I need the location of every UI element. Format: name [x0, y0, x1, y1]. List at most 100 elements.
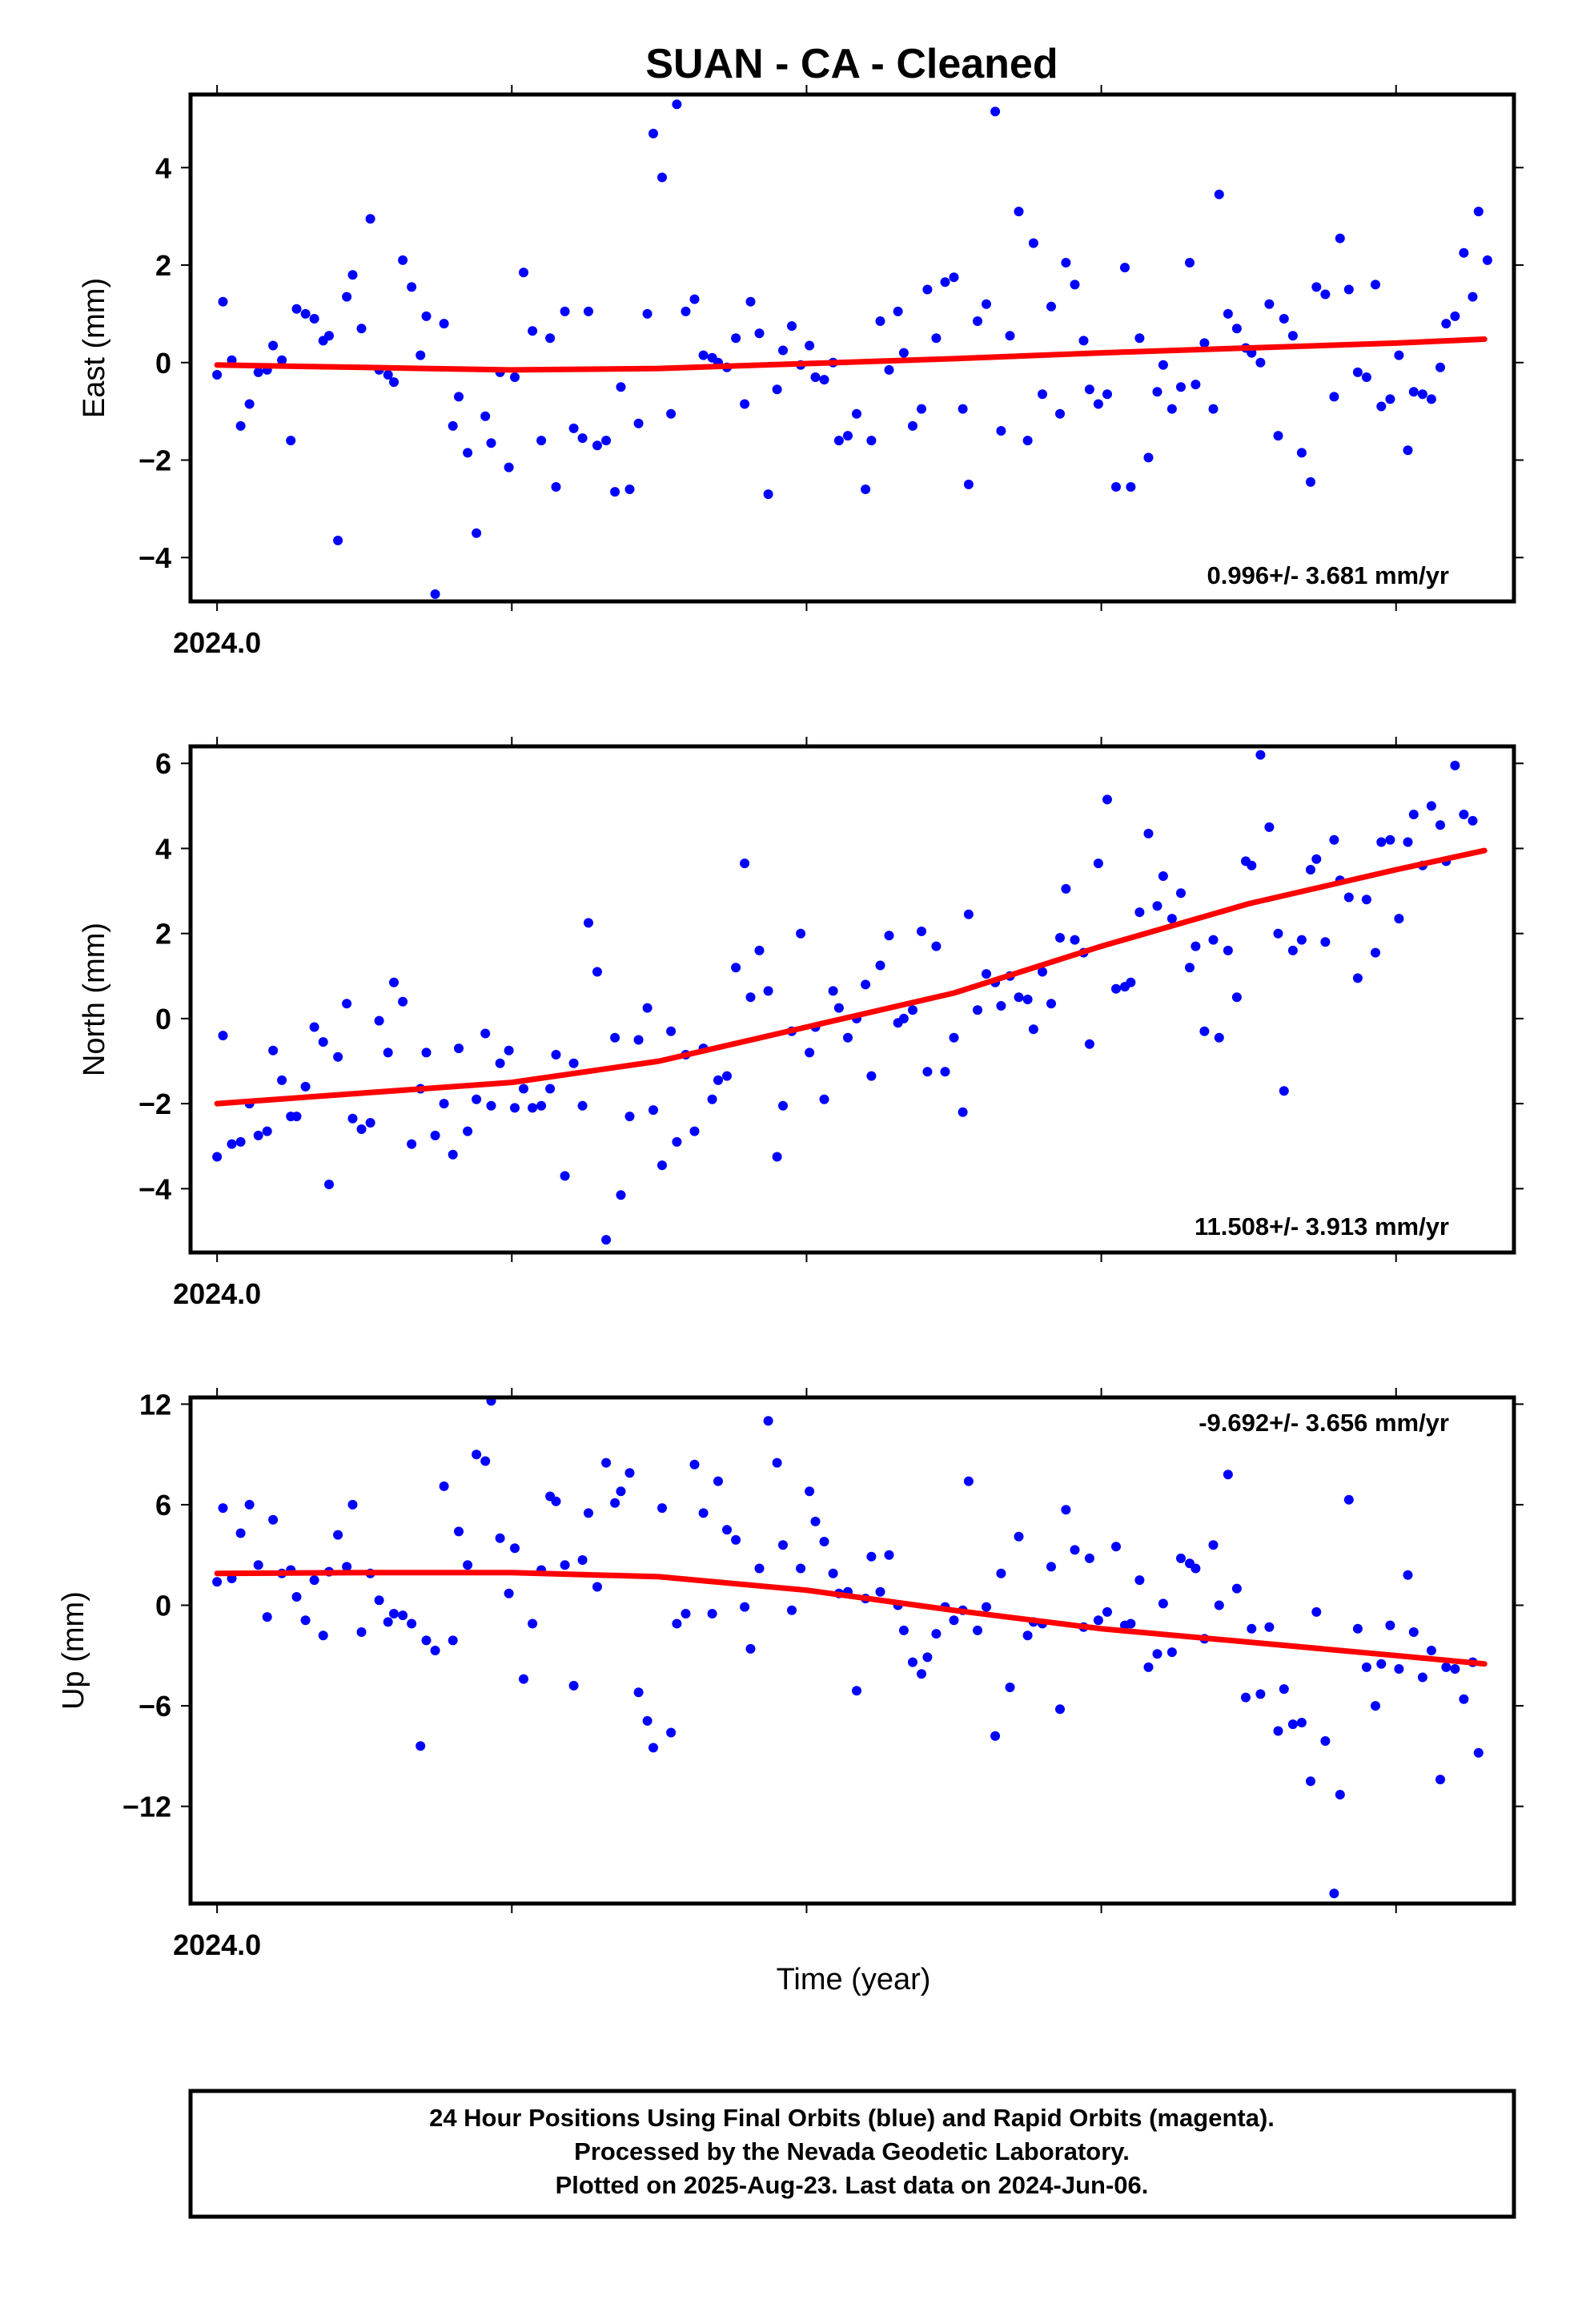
data-point — [866, 1551, 877, 1562]
trend-line — [214, 847, 1488, 1107]
plot-frame — [188, 744, 1516, 1255]
footer-line-2: Processed by the Nevada Geodetic Laborat… — [574, 2137, 1130, 2165]
data-point — [1385, 1620, 1395, 1630]
data-point — [398, 996, 408, 1007]
data-point — [1055, 933, 1065, 943]
data-point — [1134, 333, 1145, 344]
data-point — [528, 1618, 538, 1629]
data-point — [584, 918, 593, 928]
y-tick-label: −12 — [122, 1791, 171, 1823]
data-point — [235, 420, 246, 431]
data-point — [805, 1486, 815, 1497]
data-point — [416, 1741, 426, 1751]
data-point — [448, 420, 458, 431]
data-point — [843, 431, 853, 441]
data-point — [1459, 1694, 1469, 1704]
data-point — [592, 440, 602, 451]
data-point — [551, 1050, 561, 1059]
data-point — [545, 1084, 556, 1094]
data-point — [1306, 1776, 1315, 1787]
data-point — [722, 1525, 732, 1535]
data-point — [648, 128, 658, 139]
data-point — [389, 977, 399, 987]
data-point — [1435, 362, 1445, 372]
data-point — [1371, 1701, 1380, 1711]
data-point — [1287, 945, 1298, 955]
data-point — [898, 348, 909, 358]
data-point — [819, 1094, 829, 1104]
data-point — [1120, 263, 1130, 273]
data-point — [568, 423, 579, 433]
data-point — [568, 1058, 579, 1068]
data-point — [713, 1075, 723, 1085]
data-point — [356, 1627, 367, 1637]
data-point — [1417, 1672, 1427, 1683]
data-point — [268, 1045, 279, 1055]
data-point — [922, 1067, 933, 1077]
data-point — [633, 1035, 644, 1045]
data-point — [996, 426, 1006, 436]
data-point — [963, 909, 974, 919]
velocity-label: 11.508+/- 3.913 mm/yr — [1195, 1212, 1449, 1240]
y-tick-label: 0 — [155, 1589, 171, 1622]
data-point — [398, 1610, 408, 1621]
data-point — [1070, 935, 1080, 945]
data-point — [1343, 284, 1354, 295]
data-point — [253, 1560, 263, 1570]
data-point — [982, 969, 991, 979]
data-point — [333, 535, 343, 545]
data-point — [828, 1568, 838, 1578]
data-point — [1152, 1649, 1162, 1659]
data-point — [1214, 189, 1224, 199]
data-point — [1296, 935, 1307, 945]
data-point — [982, 299, 991, 309]
data-point — [1038, 389, 1047, 400]
data-point — [577, 433, 588, 444]
y-axis-label: East (mm) — [78, 278, 111, 418]
data-point — [1279, 1086, 1289, 1096]
data-point — [560, 1560, 570, 1570]
data-point — [884, 364, 894, 375]
data-point — [448, 1149, 458, 1160]
data-point — [949, 272, 959, 283]
data-point — [940, 277, 950, 287]
footer-box — [188, 2089, 1516, 2219]
data-point — [1084, 1039, 1094, 1049]
data-point — [763, 1416, 773, 1426]
panel-north: 2024.0 −4 −2 0 2 4 6 North (mm) 11.508+/- 3.913 … — [78, 737, 1524, 1310]
data-point — [1028, 1024, 1038, 1035]
data-point — [536, 436, 547, 446]
data-point — [898, 1625, 909, 1635]
data-point — [1223, 308, 1233, 319]
data-point — [347, 270, 358, 280]
data-point — [908, 420, 917, 431]
data-point — [577, 1100, 588, 1111]
data-point — [1247, 1623, 1257, 1634]
data-point — [1208, 404, 1219, 414]
data-point — [430, 1130, 440, 1140]
data-point — [958, 404, 968, 414]
data-point — [342, 292, 352, 302]
data-point — [731, 333, 741, 344]
data-point — [1403, 445, 1413, 456]
y-tick-label: 0 — [155, 347, 171, 380]
data-point — [940, 1067, 950, 1077]
data-point — [356, 324, 367, 334]
data-point — [510, 1543, 520, 1554]
data-point — [754, 328, 765, 339]
data-point — [898, 1013, 909, 1023]
data-point — [633, 1687, 644, 1698]
data-point — [740, 858, 750, 869]
data-point — [1426, 394, 1436, 404]
y-tick-label: −2 — [139, 1088, 171, 1120]
data-point — [430, 589, 440, 599]
data-point — [763, 489, 773, 500]
data-point — [592, 967, 602, 977]
data-point — [819, 1537, 829, 1546]
data-point — [309, 314, 319, 324]
data-point — [504, 1045, 514, 1055]
data-point — [454, 1526, 464, 1537]
data-point — [592, 1582, 602, 1592]
data-point — [1403, 837, 1413, 847]
data-point — [1273, 431, 1283, 441]
